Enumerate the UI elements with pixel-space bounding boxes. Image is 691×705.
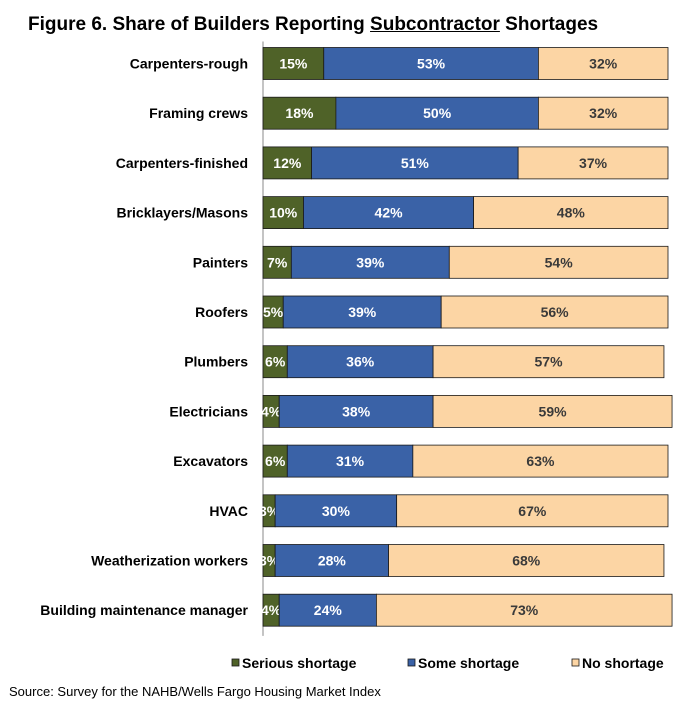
bar-segment-serious-shortage-painters (262, 245, 292, 279)
data-label-serious-shortage-plumbers: 6% (265, 354, 286, 370)
bar-segment-some-shortage-excavators (286, 444, 414, 478)
data-label-no-shortage-painters: 54% (545, 254, 574, 270)
data-label-no-shortage-weatherization-workers: 68% (512, 553, 541, 569)
bar-segment-no-shortage-framing-crews (538, 96, 669, 130)
bar-segment-serious-shortage-bricklayers-masons (262, 196, 304, 230)
bar-segment-some-shortage-painters (290, 245, 450, 279)
data-label-serious-shortage-weatherization-workers: 3% (259, 553, 280, 569)
data-label-no-shortage-carpenters-finished: 37% (579, 155, 608, 171)
bar-segment-no-shortage-plumbers (432, 345, 665, 379)
data-label-some-shortage-carpenters-rough: 53% (417, 56, 446, 72)
data-label-no-shortage-excavators: 63% (526, 453, 555, 469)
data-label-some-shortage-roofers: 39% (348, 304, 377, 320)
category-label-electricians: Electricians (169, 403, 248, 419)
data-label-serious-shortage-bricklayers-masons: 10% (269, 205, 298, 221)
bar-segment-no-shortage-electricians (432, 394, 673, 428)
data-label-serious-shortage-building-maintenance-manager: 4% (261, 602, 282, 618)
data-label-some-shortage-plumbers: 36% (346, 354, 375, 370)
category-label-painters: Painters (193, 254, 248, 270)
bar-segment-no-shortage-painters (448, 245, 669, 279)
data-label-some-shortage-building-maintenance-manager: 24% (314, 602, 343, 618)
bar-segment-no-shortage-excavators (412, 444, 669, 478)
bar-segment-some-shortage-weatherization-workers (274, 544, 389, 577)
bar-segment-some-shortage-carpenters-rough (323, 47, 539, 80)
data-label-serious-shortage-electricians: 4% (261, 403, 282, 419)
data-label-some-shortage-carpenters-finished: 51% (401, 155, 430, 171)
bar-segment-no-shortage-building-maintenance-manager (375, 593, 673, 627)
bar-segment-serious-shortage-excavators (262, 444, 288, 478)
source-note: Source: Survey for the NAHB/Wells Fargo … (9, 684, 381, 699)
data-label-serious-shortage-painters: 7% (267, 254, 288, 270)
data-label-serious-shortage-hvac: 3% (259, 503, 280, 519)
category-label-roofers: Roofers (195, 304, 248, 320)
data-label-serious-shortage-excavators: 6% (265, 453, 286, 469)
data-label-no-shortage-framing-crews: 32% (589, 105, 618, 121)
data-label-some-shortage-hvac: 30% (322, 503, 351, 519)
data-label-some-shortage-framing-crews: 50% (423, 105, 452, 121)
category-label-plumbers: Plumbers (184, 354, 248, 370)
data-label-no-shortage-bricklayers-masons: 48% (557, 205, 586, 221)
bar-segment-no-shortage-roofers (440, 295, 669, 329)
data-label-no-shortage-electricians: 59% (539, 403, 568, 419)
category-label-framing-crews: Framing crews (149, 105, 248, 121)
legend-label-some-shortage: Some shortage (418, 655, 519, 671)
legend-label-serious-shortage: Serious shortage (242, 655, 357, 671)
bar-segment-some-shortage-electricians (278, 394, 434, 428)
bar-segment-no-shortage-hvac (396, 494, 669, 528)
bar-segment-some-shortage-bricklayers-masons (303, 196, 475, 230)
category-label-weatherization-workers: Weatherization workers (91, 553, 248, 569)
legend-label-no-shortage: No shortage (582, 655, 664, 671)
data-label-serious-shortage-carpenters-finished: 12% (273, 155, 302, 171)
data-label-some-shortage-bricklayers-masons: 42% (375, 205, 404, 221)
bar-segment-no-shortage-bricklayers-masons (473, 196, 669, 230)
category-label-bricklayers-masons: Bricklayers/Masons (116, 205, 248, 221)
category-label-carpenters-finished: Carpenters-finished (116, 155, 248, 171)
chart-title: Figure 6. Share of Builders Reporting Su… (28, 14, 599, 35)
bar-segment-some-shortage-plumbers (286, 345, 434, 379)
legend-swatch-no-shortage (571, 658, 580, 667)
legend-swatch-serious-shortage (231, 658, 240, 667)
data-label-some-shortage-electricians: 38% (342, 403, 371, 419)
category-label-hvac: HVAC (209, 503, 248, 519)
data-label-no-shortage-building-maintenance-manager: 73% (510, 602, 539, 618)
category-label-excavators: Excavators (173, 453, 248, 469)
bar-segment-no-shortage-carpenters-finished (517, 146, 669, 180)
data-label-serious-shortage-framing-crews: 18% (285, 105, 314, 121)
data-label-some-shortage-weatherization-workers: 28% (318, 553, 347, 569)
data-label-no-shortage-carpenters-rough: 32% (589, 56, 618, 72)
bar-segment-no-shortage-weatherization-workers (388, 544, 665, 577)
data-label-some-shortage-painters: 39% (356, 254, 385, 270)
data-label-no-shortage-hvac: 67% (518, 503, 547, 519)
data-label-serious-shortage-roofers: 5% (263, 304, 284, 320)
bar-segment-no-shortage-carpenters-rough (538, 47, 669, 80)
data-label-no-shortage-plumbers: 57% (535, 354, 564, 370)
data-label-serious-shortage-carpenters-rough: 15% (279, 56, 308, 72)
category-label-building-maintenance-manager: Building maintenance manager (40, 602, 248, 618)
category-label-carpenters-rough: Carpenters-rough (130, 56, 248, 72)
legend-swatch-some-shortage (407, 658, 416, 667)
data-label-no-shortage-roofers: 56% (541, 304, 570, 320)
bar-segment-serious-shortage-plumbers (262, 345, 288, 379)
data-label-some-shortage-excavators: 31% (336, 453, 365, 469)
